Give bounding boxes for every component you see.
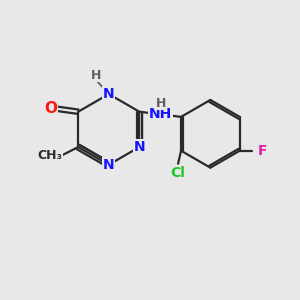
- Text: H: H: [156, 97, 166, 110]
- Text: N: N: [103, 87, 115, 101]
- Text: O: O: [44, 101, 57, 116]
- Text: H: H: [91, 69, 101, 82]
- Text: N: N: [134, 140, 145, 154]
- Text: F: F: [258, 144, 267, 158]
- Text: Cl: Cl: [171, 167, 185, 180]
- Text: N: N: [103, 158, 115, 172]
- Text: NH: NH: [148, 107, 172, 121]
- Text: CH₃: CH₃: [37, 149, 62, 162]
